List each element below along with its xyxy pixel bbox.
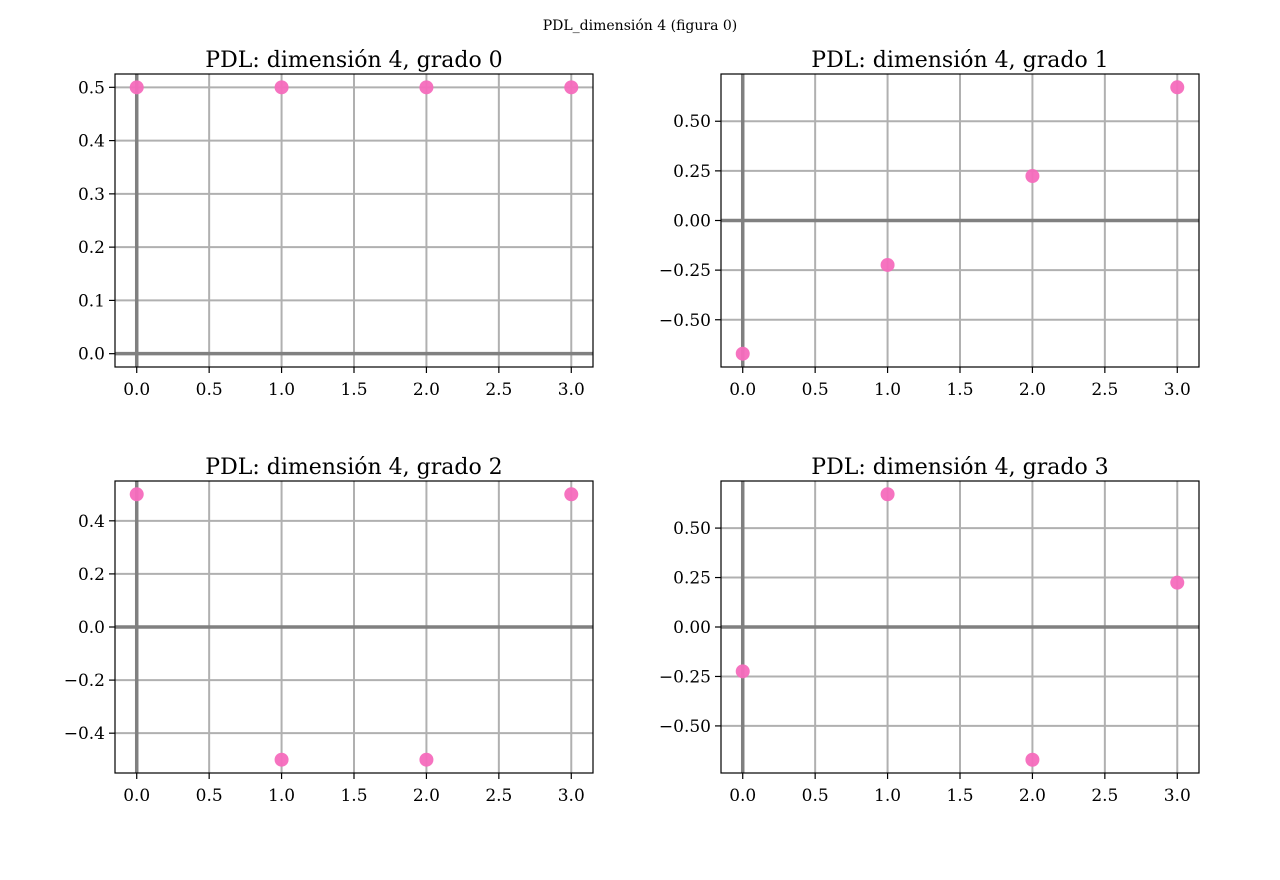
x-tick-label: 0.0 (729, 786, 756, 806)
x-tick-label: 1.0 (874, 786, 901, 806)
data-point (1170, 575, 1185, 590)
subplot-grado-3: PDL: dimensión 4, grado 3 0.0 0.5 1.0 1.5 2.0… (659, 455, 1200, 806)
y-tick-label: −0.25 (659, 261, 711, 281)
y-tick-label: −0.50 (659, 311, 711, 331)
x-tick-label: 2.5 (485, 380, 512, 400)
y-tick-label: 0.3 (78, 185, 105, 205)
subplot-grado-0: PDL: dimensión 4, grado 0 0.0 0.5 1.0 1.5 2.0… (78, 48, 594, 400)
y-tick-label: 0.50 (673, 112, 711, 132)
data-point (419, 752, 434, 767)
x-tick-label: 0.0 (123, 380, 150, 400)
data-point (274, 80, 289, 95)
data-point (129, 487, 144, 502)
y-tick-label: 0.1 (78, 291, 105, 311)
data-point (880, 487, 895, 502)
data-point (1025, 169, 1040, 184)
x-tick-label: 2.0 (413, 786, 440, 806)
x-tick-label: 2.0 (1019, 786, 1046, 806)
x-tick-label: 2.5 (485, 786, 512, 806)
x-tick-label: 1.5 (946, 786, 973, 806)
data-point (1170, 80, 1185, 95)
x-tick-label: 1.5 (946, 380, 973, 400)
y-tick-label: −0.50 (659, 717, 711, 737)
data-point (1025, 752, 1040, 767)
x-tick-label: 1.5 (340, 380, 367, 400)
x-tick-label: 1.5 (340, 786, 367, 806)
y-tick-label: 0.4 (78, 132, 105, 152)
y-tick-label: 0.0 (78, 618, 105, 638)
data-point (419, 80, 434, 95)
y-tick-label: 0.50 (673, 519, 711, 539)
x-tick-label: 0.5 (196, 380, 223, 400)
data-point (564, 487, 579, 502)
subplot-grado-2: PDL: dimensión 4, grado 2 0.0 0.5 1.0 1.5 2.0… (64, 455, 594, 806)
data-point (129, 80, 144, 95)
data-point (735, 346, 750, 361)
y-tick-label: 0.25 (673, 162, 711, 182)
x-tick-label: 3.0 (558, 380, 585, 400)
x-tick-label: 0.5 (802, 380, 829, 400)
data-point (564, 80, 579, 95)
y-tick-label: 0.00 (673, 618, 711, 638)
subplot-title: PDL: dimensión 4, grado 2 (205, 455, 502, 480)
subplot-title: PDL: dimensión 4, grado 0 (205, 48, 502, 73)
y-tick-label: 0.2 (78, 565, 105, 585)
y-tick-label: −0.4 (64, 724, 105, 744)
x-tick-label: 3.0 (1164, 380, 1191, 400)
y-tick-label: 0.5 (78, 78, 105, 98)
x-tick-label: 2.0 (1019, 380, 1046, 400)
x-tick-label: 2.5 (1091, 786, 1118, 806)
y-tick-label: 0.4 (78, 512, 105, 532)
x-tick-label: 1.0 (268, 380, 295, 400)
data-point (735, 664, 750, 679)
x-tick-label: 1.0 (268, 786, 295, 806)
subplot-title: PDL: dimensión 4, grado 3 (811, 455, 1108, 480)
x-tick-label: 0.5 (196, 786, 223, 806)
y-tick-label: 0.0 (78, 345, 105, 365)
y-tick-label: 0.25 (673, 569, 711, 589)
data-point (880, 257, 895, 272)
y-tick-label: 0.2 (78, 238, 105, 258)
subplot-title: PDL: dimensión 4, grado 1 (811, 48, 1108, 73)
data-point (274, 752, 289, 767)
x-tick-label: 3.0 (1164, 786, 1191, 806)
x-tick-label: 3.0 (558, 786, 585, 806)
x-tick-label: 1.0 (874, 380, 901, 400)
x-tick-label: 0.5 (802, 786, 829, 806)
x-tick-label: 0.0 (123, 786, 150, 806)
figure-title: PDL_dimensión 4 (figura 0) (543, 18, 738, 34)
subplot-grado-1: PDL: dimensión 4, grado 1 0.0 0.5 1.0 1.5 2.0… (659, 48, 1200, 400)
x-tick-label: 2.5 (1091, 380, 1118, 400)
x-tick-label: 2.0 (413, 380, 440, 400)
x-tick-label: 0.0 (729, 380, 756, 400)
y-tick-label: −0.25 (659, 667, 711, 687)
y-tick-label: −0.2 (64, 671, 105, 691)
y-tick-label: 0.00 (673, 212, 711, 232)
